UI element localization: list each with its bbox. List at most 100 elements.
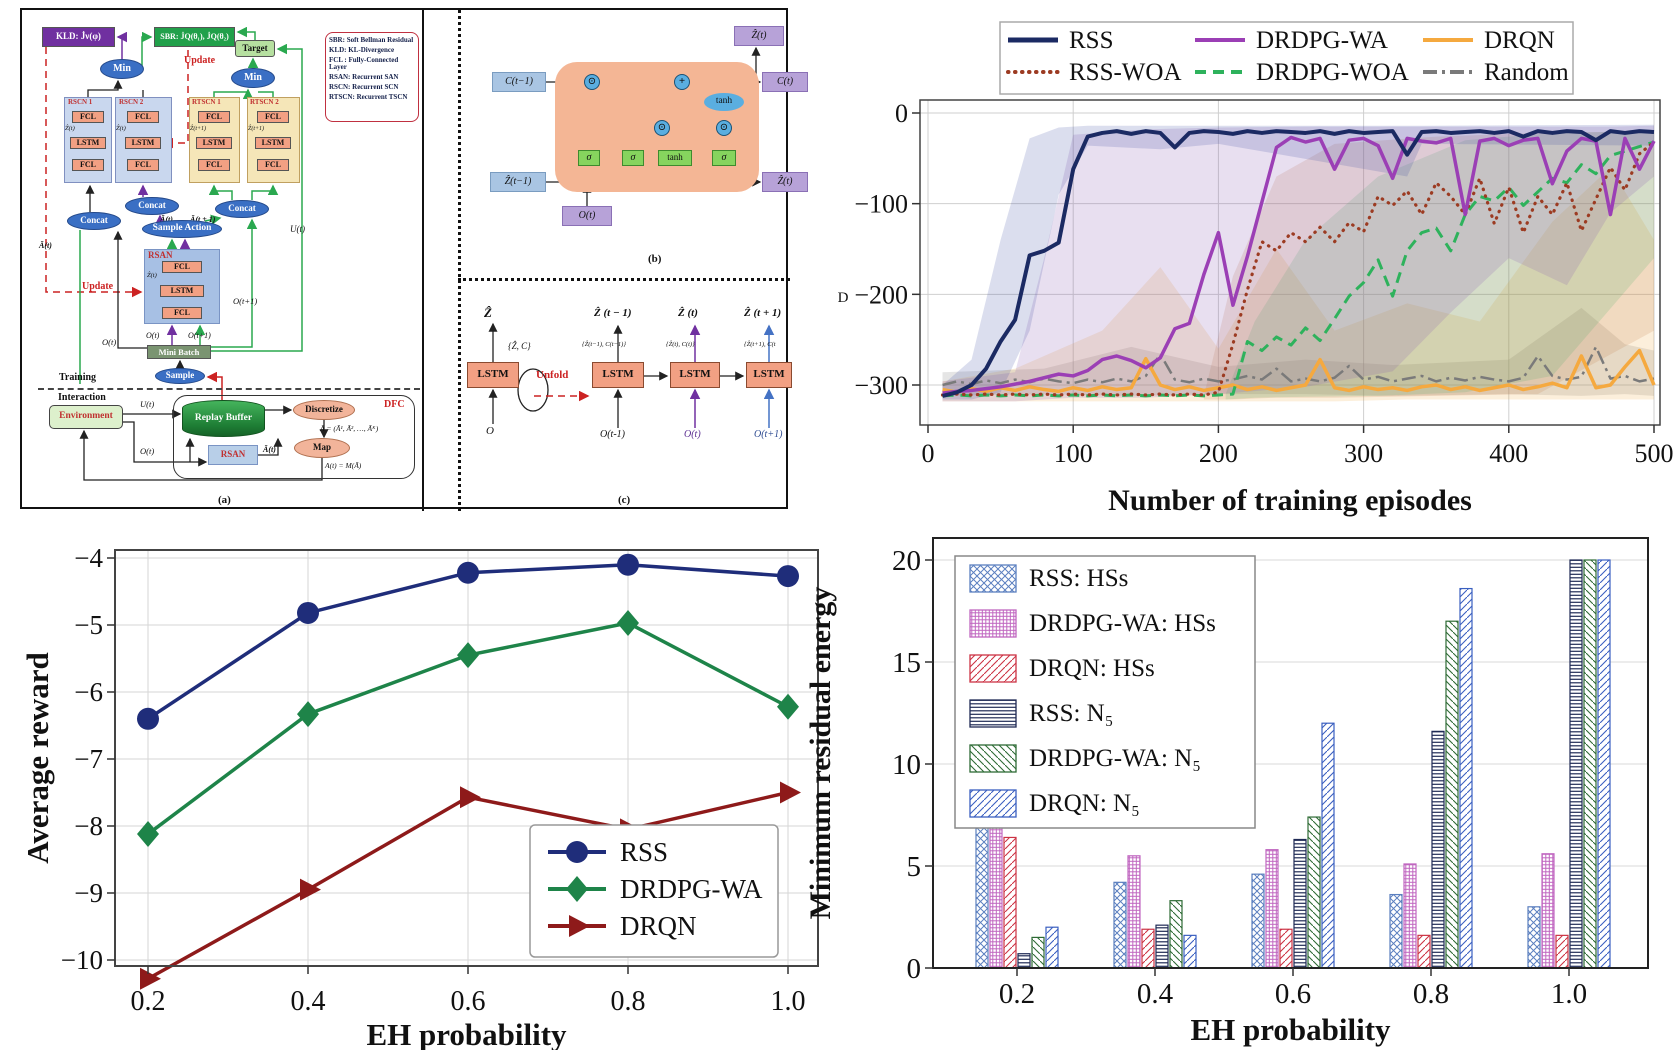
average-reward-chart: −4 −5 −6 −7 −8 −9 −10 0.2 0.4 0.6 0.8 1.0 EH probabi… <box>20 543 819 1050</box>
svg-text:10: 10 <box>892 749 921 781</box>
o-t-label: O(t) <box>140 446 155 456</box>
svg-text:DRQN: DRQN <box>1484 27 1555 54</box>
svg-text:400: 400 <box>1489 439 1528 468</box>
lstm-box: LSTM <box>125 137 161 149</box>
svg-text:200: 200 <box>1199 439 1238 468</box>
lstm-cell: LSTM <box>746 362 792 388</box>
add-op: + <box>674 74 690 90</box>
training-interaction-divider <box>38 388 420 390</box>
c-tm1-box: C(t−1) <box>492 72 546 92</box>
svg-text:−9: −9 <box>74 878 103 908</box>
legend-line: RSAN: Recurrent SAN <box>329 73 399 82</box>
o-t-box: O(t) <box>562 206 612 226</box>
fcl-box: FCL <box>162 307 202 319</box>
svg-text:DRDPG-WA: N₅: DRDPG-WA: N₅ <box>1029 745 1201 772</box>
svg-text:DRQN: HSs: DRQN: HSs <box>1029 655 1155 682</box>
environment-box: Environment <box>49 405 123 429</box>
map-ellipse: Map <box>294 438 350 458</box>
o-tm1-label: O(t-1) <box>600 429 625 440</box>
z-label: Ẑ(t) <box>147 272 157 279</box>
sample-ellipse: Sample <box>155 368 205 384</box>
svg-text:0: 0 <box>907 953 922 985</box>
svg-text:DRQN: N₅: DRQN: N₅ <box>1029 790 1140 817</box>
svg-text:DRDPG-WA: DRDPG-WA <box>1256 27 1388 54</box>
z-label: Ẑ(t+1) <box>248 126 265 132</box>
legend-line: RSCN: Recurrent SCN <box>329 83 399 92</box>
fcl-box: FCL <box>257 111 289 123</box>
fcl-box: FCL <box>162 261 202 273</box>
rsan-title: RSAN <box>148 250 173 260</box>
fcl-box: FCL <box>72 111 104 123</box>
z-t-label: Ẑ (t) <box>678 307 698 319</box>
svg-text:EH probability: EH probability <box>1190 1012 1391 1047</box>
c-t-box: C(t) <box>762 72 808 92</box>
min-ellipse-1: Min <box>100 59 144 79</box>
svg-text:−8: −8 <box>74 811 103 841</box>
lstm-box: LSTM <box>160 285 204 297</box>
svg-text:DRDPG-WOA: DRDPG-WOA <box>1256 59 1409 86</box>
svg-text:100: 100 <box>1054 439 1093 468</box>
svg-text:0.6: 0.6 <box>451 986 486 1017</box>
pair-tm1-label: {Ẑ(t−1), C(t−1)} <box>582 341 626 348</box>
lstm-box: LSTM <box>255 137 291 149</box>
abar-t-label: Ā(t) <box>263 445 276 454</box>
u-t-label: U(t) <box>140 399 155 409</box>
dfc-label: DFC <box>384 399 405 410</box>
legend-line: FCL : Fully-Connected Layer <box>329 55 399 72</box>
svg-text:1.0: 1.0 <box>1551 978 1587 1010</box>
sigma-gate: σ <box>622 150 644 166</box>
concat-ellipse: Concat <box>125 197 179 215</box>
tanh-gate: tanh <box>658 150 692 166</box>
svg-text:EH probability: EH probability <box>366 1017 567 1050</box>
mini-batch-box: Mini Batch <box>147 345 211 359</box>
svg-text:−6: −6 <box>74 677 103 707</box>
z-tm1-box: Ẑ(t−1) <box>490 172 546 192</box>
legend-line: RTSCN: Recurrent TSCN <box>329 93 408 102</box>
zc-pair-label: {Ẑ, C} <box>508 341 531 351</box>
lstm-cell: LSTM <box>592 362 644 388</box>
svg-text:D: D <box>838 290 849 306</box>
svg-text:Random: Random <box>1484 59 1569 86</box>
svg-text:5: 5 <box>907 851 922 883</box>
svg-text:Average reward: Average reward <box>20 652 55 863</box>
divider-dotted-horizontal <box>458 278 790 281</box>
svg-text:RSS: HSs: RSS: HSs <box>1029 565 1128 592</box>
z-label: Ẑ(t+1) <box>190 126 207 132</box>
svg-text:20: 20 <box>892 545 921 577</box>
o-t-label: O(t) <box>684 429 701 440</box>
lstm-box: LSTM <box>196 137 232 149</box>
svg-text:RSS: RSS <box>620 837 668 867</box>
training-label: Training <box>59 372 97 383</box>
svg-text:0.6: 0.6 <box>1275 978 1311 1010</box>
fcl-box: FCL <box>127 111 159 123</box>
svg-text:0: 0 <box>895 99 908 128</box>
sample-action-ellipse: Sample Action <box>142 220 222 238</box>
panel-c-caption: (c) <box>618 494 631 506</box>
svg-text:0.8: 0.8 <box>1413 978 1449 1010</box>
at-formula: A(t) = M(Ā) <box>325 461 362 470</box>
svg-text:RSS: RSS <box>1069 27 1113 54</box>
svg-text:1.0: 1.0 <box>771 986 806 1017</box>
residual-energy-chart: Number of training episodes 0 5 10 15 20 0.2 0.… <box>804 484 1649 1047</box>
svg-text:−300: −300 <box>854 371 908 400</box>
svg-text:500: 500 <box>1635 439 1674 468</box>
divider-solid <box>422 10 424 511</box>
pair-t-label: {Ẑ(t), C(t)} <box>666 341 695 348</box>
rscn1-title: RSCN 1 <box>68 98 93 106</box>
lstm-cell: LSTM <box>670 362 720 388</box>
fcl-box: FCL <box>257 159 289 171</box>
dfc-region <box>173 395 415 479</box>
z-t1-label: Ẑ (t + 1) <box>744 307 782 319</box>
fcl-box: FCL <box>127 159 159 171</box>
lstm-box: LSTM <box>70 137 106 149</box>
target-box: Target <box>235 40 275 57</box>
o-label: O <box>486 425 494 437</box>
concat-ellipse: Concat <box>67 212 121 230</box>
o-t1-label: O(t+1) <box>188 331 211 340</box>
update-label-top: Update <box>184 55 216 66</box>
u-t-label: U(t) <box>290 224 305 234</box>
z-label: Ẑ(t) <box>65 125 75 132</box>
multiply-op: ⊙ <box>654 120 670 136</box>
z-t-top-box: Ẑ(t) <box>734 26 784 46</box>
